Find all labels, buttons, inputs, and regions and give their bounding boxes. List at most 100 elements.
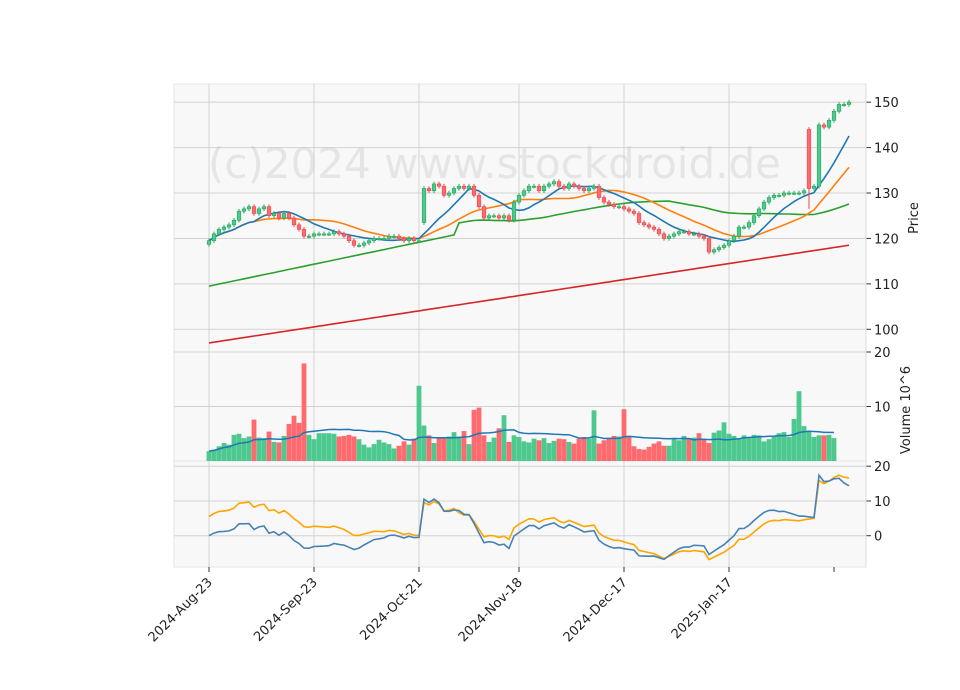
volume-bar-down	[686, 438, 692, 461]
volume-bar-down	[576, 438, 582, 461]
candle-down	[481, 206, 487, 219]
candle-down	[601, 197, 607, 203]
volume-bar-down	[821, 435, 827, 461]
candle-up	[356, 244, 362, 247]
volume-bar-up	[381, 442, 387, 461]
volume-bar-down	[461, 431, 467, 461]
volume-bar-up	[451, 432, 457, 461]
sma-50-line	[208, 200, 850, 287]
candle-down	[436, 183, 442, 187]
volume-bar-down	[656, 441, 662, 461]
x-tick-label: 2025-Jan-17	[669, 575, 736, 642]
candle-up	[246, 206, 252, 210]
volume-bar-up	[681, 435, 687, 461]
candle-up	[366, 240, 372, 244]
volume-bar-up	[796, 391, 802, 461]
x-tick-label: 2024-Dec-17	[561, 575, 631, 645]
volume-bar-up	[256, 437, 262, 461]
volume-bar-up	[676, 440, 682, 461]
candle-up	[466, 185, 472, 189]
volume-bar-down	[631, 446, 637, 461]
candle-down	[636, 213, 642, 223]
candle-up	[836, 104, 842, 112]
volume-bar-up	[271, 441, 277, 461]
candle-down	[651, 226, 657, 230]
candle-down	[496, 215, 502, 219]
candle-up	[386, 235, 392, 239]
candle-up	[526, 185, 532, 192]
price-tick-label: 100	[874, 323, 899, 338]
price-tick-label: 120	[874, 232, 899, 247]
volume-bar-down	[596, 443, 602, 461]
candle-up	[676, 231, 682, 235]
candle-up	[216, 229, 222, 235]
x-tick-label: 2024-Aug-23	[146, 575, 216, 645]
candle-down	[626, 208, 632, 212]
candle-down	[606, 201, 612, 205]
candle-up	[711, 249, 717, 253]
volume-bar-up	[736, 439, 742, 461]
volume-bar-up	[546, 443, 552, 461]
candle-down	[821, 124, 827, 128]
volume-bar-up	[666, 445, 672, 461]
volume-bar-down	[476, 407, 482, 461]
candle-up	[751, 215, 757, 223]
volume-bar-up	[356, 439, 362, 461]
volume-bar-up	[371, 444, 377, 461]
volume-bar-down	[396, 445, 402, 461]
candle-up	[716, 247, 722, 251]
candle-up	[316, 233, 322, 236]
candle-down	[346, 235, 352, 242]
candle-up	[376, 238, 382, 240]
volume-bar-up	[711, 432, 717, 461]
volume-bar-up	[801, 426, 807, 461]
candle-up	[206, 240, 212, 245]
candle-up	[681, 231, 687, 234]
volume-bar-down	[556, 438, 562, 461]
volume-bar-down	[336, 436, 342, 461]
candle-up	[486, 215, 492, 219]
volume-bar-up	[326, 433, 332, 461]
candle-up	[241, 208, 247, 212]
candle-down	[461, 185, 467, 189]
volume-bar-up	[231, 434, 237, 461]
volume-bar-up	[746, 438, 752, 461]
candle-up	[831, 110, 837, 121]
candle-up	[331, 231, 337, 235]
volume-bar-down	[401, 441, 407, 461]
volume-bar-up	[431, 443, 437, 461]
candle-up	[306, 235, 312, 238]
volume-bar-up	[811, 437, 817, 461]
candle-down	[536, 185, 542, 192]
candle-up	[541, 185, 547, 192]
candle-up	[841, 104, 847, 106]
candle-up	[271, 213, 277, 217]
candle-up	[586, 188, 592, 192]
volume-bar-up	[416, 385, 422, 461]
candle-up	[226, 224, 232, 228]
volume-bar-up	[591, 410, 597, 461]
volume-bar-up	[501, 415, 507, 461]
volume-bar-down	[341, 435, 347, 461]
candle-down	[631, 210, 637, 214]
candle-up	[521, 190, 527, 196]
candle-up	[786, 192, 792, 195]
x-tick-label: 2024-Oct-21	[357, 575, 425, 643]
candle-up	[381, 238, 387, 240]
candle-up	[741, 226, 747, 229]
volume-bar-up	[406, 444, 412, 461]
candle-up	[566, 183, 572, 189]
volume-bar-down	[426, 435, 432, 461]
candle-down	[411, 238, 417, 242]
candle-down	[621, 206, 627, 210]
volume-bar-up	[226, 444, 232, 461]
volume-bar-up	[211, 449, 217, 461]
volume-bar-up	[741, 435, 747, 461]
oscillator-signal-line	[208, 474, 850, 561]
candle-up	[781, 192, 787, 196]
candle-down	[706, 238, 712, 253]
volume-bar-up	[691, 437, 697, 461]
candle-down	[561, 185, 567, 189]
candle-down	[251, 206, 257, 214]
candle-down	[646, 224, 652, 228]
